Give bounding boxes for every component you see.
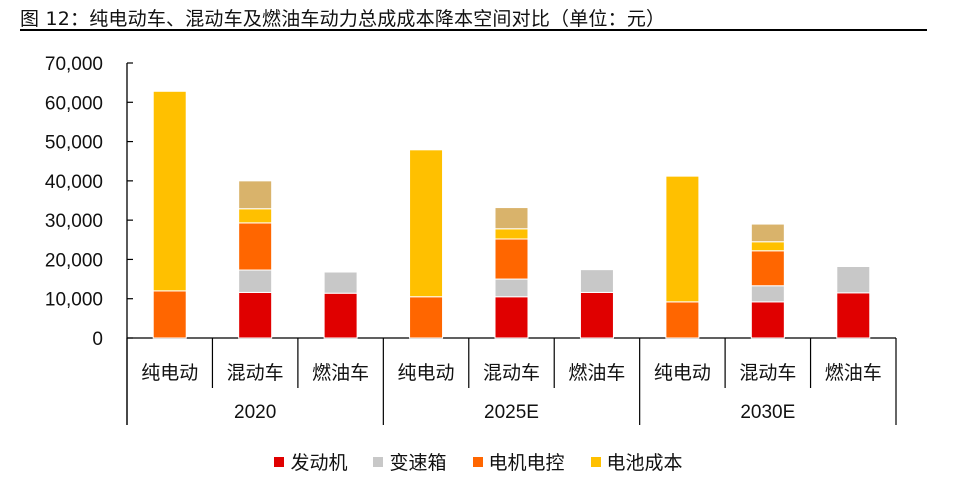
- bar-segment-battery: [750, 241, 785, 252]
- y-tick-label: 0: [92, 329, 103, 350]
- x-group-label: 2025E: [484, 402, 539, 423]
- bar-segment-battery: [494, 228, 529, 240]
- y-tick-label: 70,000: [45, 54, 103, 75]
- bar-segment-engine: [323, 292, 358, 339]
- x-category-label: 纯电动: [398, 362, 455, 384]
- x-category-label: 混动车: [483, 362, 540, 384]
- y-tick-label: 50,000: [45, 133, 103, 154]
- bar-segment-transmission: [494, 278, 529, 298]
- y-tick-label: 20,000: [45, 250, 103, 271]
- chart-legend: 发动机 变速箱 电机电控 电池成本: [0, 448, 957, 475]
- x-group-label: 2030E: [740, 402, 795, 423]
- legend-swatch-icon: [590, 456, 601, 467]
- bar-segment-other: [494, 207, 529, 230]
- bar-segment-engine: [579, 291, 614, 339]
- x-group-label: 2020: [234, 402, 276, 423]
- x-category-label: 燃油车: [312, 362, 369, 384]
- legend-item-motor_control: 电机电控: [472, 448, 565, 475]
- legend-swatch-icon: [373, 456, 384, 467]
- bar-segment-motor_control: [494, 238, 529, 280]
- bar-segment-engine: [836, 292, 871, 339]
- legend-label: 电池成本: [606, 452, 683, 474]
- x-category-label: 燃油车: [825, 362, 882, 384]
- bar-segment-motor_control: [665, 301, 700, 339]
- legend-swatch-icon: [274, 456, 285, 467]
- bar-segment-engine: [238, 291, 273, 339]
- legend-label: 电机电控: [488, 452, 565, 474]
- bar-segment-engine: [750, 301, 785, 339]
- bar-segment-transmission: [579, 269, 614, 293]
- bar-segment-engine: [494, 296, 529, 339]
- legend-item-transmission: 变速箱: [373, 448, 447, 475]
- bar-segment-transmission: [238, 269, 273, 293]
- x-category-label: 混动车: [739, 362, 796, 384]
- bar-segment-motor_control: [750, 250, 785, 287]
- title-underline: [20, 29, 927, 31]
- legend-label: 变速箱: [389, 452, 447, 474]
- chart-title: 图 12：纯电动车、混动车及燃油车动力总成成本降本空间对比（单位：元）: [20, 8, 666, 30]
- x-category-label: 混动车: [227, 362, 284, 384]
- bar-segment-other: [750, 223, 785, 243]
- legend-item-battery: 电池成本: [590, 448, 683, 475]
- y-tick-label: 40,000: [45, 172, 103, 193]
- bar-segment-battery: [152, 90, 187, 292]
- bar-segment-other: [238, 180, 273, 210]
- x-category-label: 纯电动: [654, 362, 711, 384]
- bar-segment-motor_control: [152, 290, 187, 339]
- y-tick-label: 60,000: [45, 93, 103, 114]
- bar-segment-motor_control: [238, 222, 273, 271]
- x-category-label: 燃油车: [568, 362, 625, 384]
- x-category-label: 纯电动: [141, 362, 198, 384]
- bar-segment-battery: [238, 208, 273, 224]
- legend-item-engine: 发动机: [274, 448, 347, 475]
- y-tick-label: 10,000: [45, 290, 103, 311]
- bar-segment-battery: [409, 149, 444, 298]
- bar-segment-transmission: [836, 266, 871, 294]
- y-tick-label: 30,000: [45, 211, 103, 232]
- bar-segment-transmission: [750, 285, 785, 303]
- bar-segment-motor_control: [409, 296, 444, 339]
- legend-swatch-icon: [472, 456, 483, 467]
- bar-segment-transmission: [323, 271, 358, 294]
- bar-segment-battery: [665, 175, 700, 303]
- legend-label: 发动机: [290, 452, 348, 474]
